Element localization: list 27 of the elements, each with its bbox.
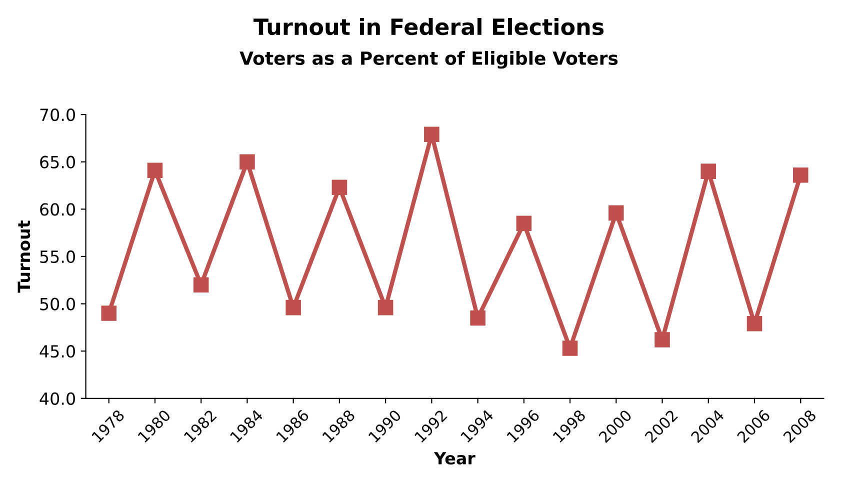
y-tick-label: 55.0 — [40, 250, 75, 264]
point — [516, 216, 532, 231]
y-tick-label: 50.0 — [40, 298, 75, 310]
point — [101, 306, 116, 321]
point — [424, 126, 440, 142]
point — [332, 180, 348, 196]
point — [147, 162, 163, 178]
point — [608, 205, 624, 221]
point — [746, 316, 762, 332]
y-tick-label: 40.0 — [40, 392, 75, 405]
point — [470, 310, 486, 326]
point — [792, 167, 808, 183]
point — [286, 300, 301, 316]
x-axis-title: Year — [434, 452, 476, 465]
chart-subtitle: Voters as a Percent of Eligible Voters — [240, 51, 618, 69]
y-tick-label: 45.0 — [40, 345, 75, 358]
point — [700, 164, 716, 179]
point — [240, 154, 255, 170]
point — [378, 300, 394, 316]
y-tick-label: 65.0 — [40, 156, 75, 168]
y-tick-label: 70.0 — [40, 108, 75, 122]
y-tick-label: 60.0 — [40, 203, 75, 216]
point — [193, 277, 209, 292]
y-axis-title: Turnout — [18, 220, 30, 293]
point — [562, 340, 578, 356]
point — [654, 332, 670, 348]
chart-title: Turnout in Federal Elections — [254, 18, 604, 36]
